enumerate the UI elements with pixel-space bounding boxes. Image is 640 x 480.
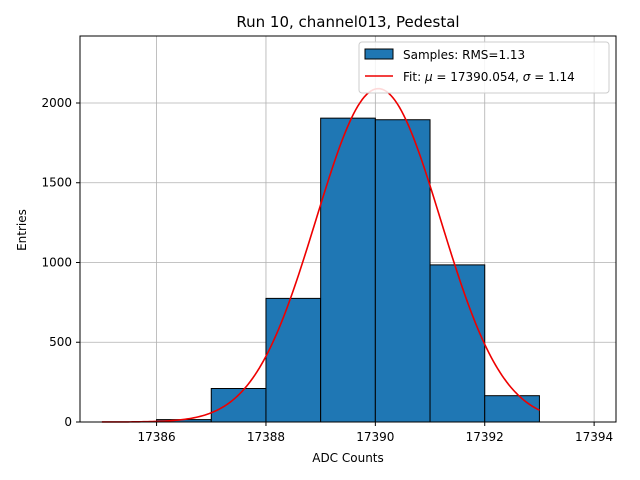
histogram-bar bbox=[429, 264, 486, 423]
legend-fit-mu-symbol: μ bbox=[424, 70, 433, 84]
histogram-bar bbox=[374, 119, 431, 423]
legend-fit-sigma-symbol: σ bbox=[523, 70, 531, 84]
legend-fit-prefix: Fit: bbox=[403, 70, 425, 84]
x-tick-label: 17388 bbox=[247, 430, 285, 444]
legend: Samples: RMS=1.13 Fit: μ = 17390.054, σ … bbox=[358, 41, 610, 94]
x-tick-label: 17386 bbox=[137, 430, 175, 444]
y-tick-label: 0 bbox=[64, 415, 72, 429]
legend-samples-label: Samples: RMS=1.13 bbox=[403, 48, 525, 62]
legend-fit-label: Fit: μ = 17390.054, σ = 1.14 bbox=[403, 70, 575, 84]
plot-frame bbox=[79, 35, 617, 423]
y-axis-ticks: 0 500 1000 1500 2000 bbox=[41, 96, 80, 429]
histogram-bar bbox=[320, 117, 376, 423]
y-tick-label: 500 bbox=[49, 335, 72, 349]
chart-title: Run 10, channel013, Pedestal bbox=[236, 13, 459, 31]
histogram-bars bbox=[156, 117, 540, 423]
legend-fit-sigma-value: = 1.14 bbox=[530, 70, 574, 84]
y-tick-label: 1000 bbox=[41, 255, 72, 269]
x-axis-ticks: 17386 17388 17390 17392 17394 bbox=[137, 422, 613, 444]
fit-curve-group bbox=[101, 87, 540, 423]
y-tick-label: 2000 bbox=[41, 96, 72, 110]
y-tick-label: 1500 bbox=[41, 176, 72, 190]
x-tick-label: 17394 bbox=[575, 430, 613, 444]
x-axis-label: ADC Counts bbox=[312, 451, 384, 465]
y-axis-label: Entries bbox=[15, 209, 29, 251]
fit-curve bbox=[101, 87, 540, 423]
legend-samples-swatch bbox=[364, 48, 394, 60]
histogram-bar bbox=[484, 395, 540, 423]
legend-box bbox=[358, 41, 610, 94]
legend-fit-mu-value: = 17390.054, bbox=[433, 70, 523, 84]
x-tick-label: 17392 bbox=[466, 430, 504, 444]
x-tick-label: 17390 bbox=[356, 430, 394, 444]
histogram-bar bbox=[265, 297, 322, 423]
histogram-bar bbox=[210, 388, 267, 423]
